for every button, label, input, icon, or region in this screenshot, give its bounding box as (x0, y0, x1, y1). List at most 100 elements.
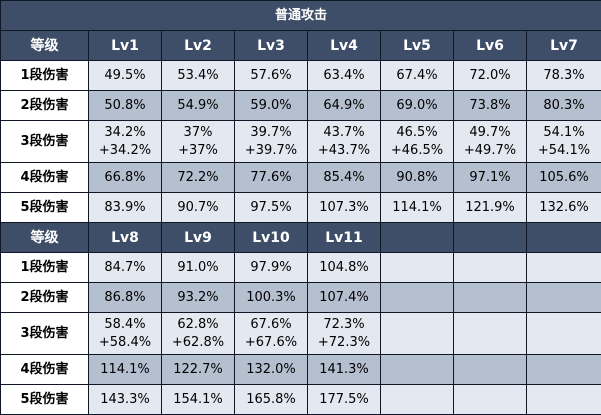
value-cell: 121.9% (454, 193, 527, 223)
empty-cell (527, 355, 601, 385)
level-header: Lv7 (527, 31, 601, 61)
level-header: Lv8 (89, 223, 162, 253)
value-cell: 105.6% (527, 163, 601, 193)
level-header: Lv4 (308, 31, 381, 61)
value-cell: 73.8% (454, 91, 527, 121)
value-text: 141.3% (308, 361, 380, 379)
value-cell: 78.3% (527, 61, 601, 91)
empty-cell (454, 355, 527, 385)
empty-cell (454, 283, 527, 313)
empty-cell (381, 355, 454, 385)
value-text: 83.9% (89, 199, 161, 217)
value-cell: 143.3% (89, 385, 162, 415)
empty-cell (527, 385, 601, 415)
row-label: 2段伤害 (1, 283, 89, 313)
value-text: 100.3% (235, 289, 307, 307)
empty-cell (454, 253, 527, 283)
empty-cell (381, 313, 454, 355)
value-text: 59.0% (235, 97, 307, 115)
value-cell: 97.1% (454, 163, 527, 193)
value-cell: 93.2% (162, 283, 235, 313)
value-cell: 59.0% (235, 91, 308, 121)
value-text: 143.3% (89, 391, 161, 409)
value-text: +37% (162, 142, 234, 160)
value-text: 122.7% (162, 361, 234, 379)
value-cell: 50.8% (89, 91, 162, 121)
value-text: 105.6% (527, 169, 601, 187)
value-text: 97.1% (454, 169, 526, 187)
value-text: 34.2% (89, 124, 161, 142)
value-cell: 64.9% (308, 91, 381, 121)
empty-cell (454, 313, 527, 355)
level-header: Lv5 (381, 31, 454, 61)
value-text: 154.1% (162, 391, 234, 409)
row-label: 1段伤害 (1, 61, 89, 91)
value-cell: 97.9% (235, 253, 308, 283)
value-cell: 165.8% (235, 385, 308, 415)
value-cell: 58.4%+58.4% (89, 313, 162, 355)
value-cell: 69.0% (381, 91, 454, 121)
value-text: 121.9% (454, 199, 526, 217)
value-text: 90.8% (381, 169, 453, 187)
value-text: 43.7% (308, 124, 380, 142)
value-cell: 83.9% (89, 193, 162, 223)
value-cell: 107.4% (308, 283, 381, 313)
value-cell: 34.2%+34.2% (89, 121, 162, 163)
value-cell: 80.3% (527, 91, 601, 121)
value-text: 54.9% (162, 97, 234, 115)
value-cell: 49.5% (89, 61, 162, 91)
value-text: 46.5% (381, 124, 453, 142)
value-cell: 97.5% (235, 193, 308, 223)
level-header: Lv6 (454, 31, 527, 61)
value-text: 72.3% (308, 316, 380, 334)
level-header: Lv3 (235, 31, 308, 61)
value-cell: 85.4% (308, 163, 381, 193)
value-cell: 154.1% (162, 385, 235, 415)
value-text: 93.2% (162, 289, 234, 307)
empty-cell (527, 313, 601, 355)
value-cell: 132.6% (527, 193, 601, 223)
value-cell: 46.5%+46.5% (381, 121, 454, 163)
value-cell: 72.2% (162, 163, 235, 193)
row-label: 4段伤害 (1, 355, 89, 385)
value-text: 53.4% (162, 67, 234, 85)
value-cell: 177.5% (308, 385, 381, 415)
value-text: +58.4% (89, 334, 161, 352)
value-text: 57.6% (235, 67, 307, 85)
value-cell: 72.0% (454, 61, 527, 91)
value-cell: 43.7%+43.7% (308, 121, 381, 163)
value-cell: 54.1%+54.1% (527, 121, 601, 163)
row-label: 5段伤害 (1, 385, 89, 415)
level-header (527, 223, 601, 253)
value-text: 97.5% (235, 199, 307, 217)
empty-cell (454, 385, 527, 415)
value-text: 84.7% (89, 259, 161, 277)
level-label-header: 等级 (1, 31, 89, 61)
value-text: 77.6% (235, 169, 307, 187)
value-cell: 141.3% (308, 355, 381, 385)
table-title: 普通攻击 (1, 1, 601, 31)
value-cell: 91.0% (162, 253, 235, 283)
value-text: +54.1% (527, 142, 601, 160)
row-label: 2段伤害 (1, 91, 89, 121)
value-text: 67.6% (235, 316, 307, 334)
value-text: 62.8% (162, 316, 234, 334)
value-text: 114.1% (381, 199, 453, 217)
value-text: 73.8% (454, 97, 526, 115)
row-label: 3段伤害 (1, 121, 89, 163)
value-text: 177.5% (308, 391, 380, 409)
value-text: 49.7% (454, 124, 526, 142)
value-text: 69.0% (381, 97, 453, 115)
level-header: Lv10 (235, 223, 308, 253)
value-cell: 53.4% (162, 61, 235, 91)
value-text: 39.7% (235, 124, 307, 142)
empty-cell (381, 385, 454, 415)
level-label-header: 等级 (1, 223, 89, 253)
